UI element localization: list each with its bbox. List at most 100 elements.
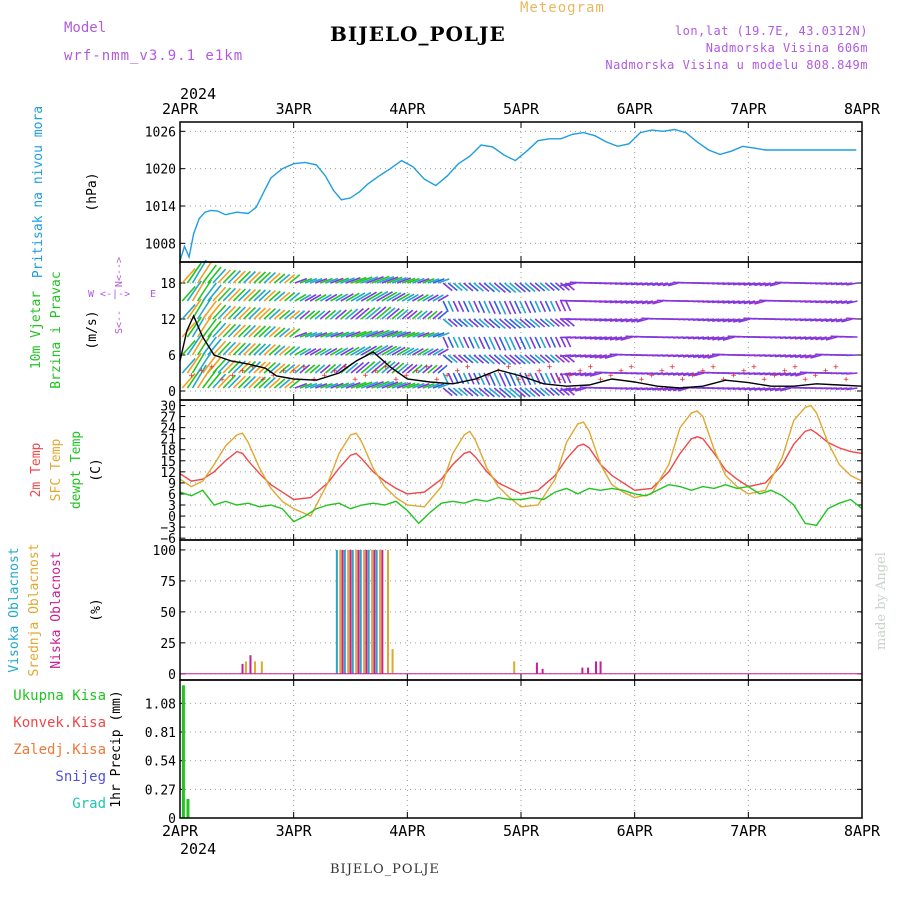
wind-barb — [759, 387, 771, 391]
wind-gust-marker: + — [741, 367, 747, 377]
precip-legend-item: Konvek.Kisa — [13, 715, 106, 731]
wind-barb — [549, 300, 557, 312]
wind-barb — [483, 318, 495, 329]
wind-barb — [493, 336, 502, 351]
wind-barb — [427, 294, 439, 302]
wind-barb — [722, 300, 735, 304]
wind-barb — [345, 308, 359, 320]
wind-barb — [483, 300, 491, 314]
wind-barb — [207, 320, 222, 338]
wind-barb — [584, 372, 597, 377]
wind-barb — [299, 382, 313, 389]
y-tick-label: 1008 — [145, 237, 176, 252]
wind-barb — [754, 282, 766, 287]
y-tick-label: 27 — [160, 411, 176, 426]
wind-barb — [273, 345, 286, 356]
wind-barb — [594, 354, 607, 359]
wind-barb — [248, 325, 262, 338]
wind-barb — [599, 336, 613, 341]
wind-gust-marker: + — [833, 362, 839, 372]
wind-barb — [401, 293, 415, 302]
wind-barb — [738, 282, 751, 286]
bar-srednja-oblacnost — [355, 549, 358, 674]
wind-unit-label: (m/s) — [85, 310, 100, 349]
wind-gust-marker: + — [577, 367, 583, 377]
wind-barb — [335, 277, 350, 284]
wind-barb — [268, 344, 281, 356]
wind-barb — [391, 292, 406, 302]
x-year-top: 2024 — [180, 85, 216, 103]
wind-barb — [217, 374, 232, 389]
wind-barb — [237, 342, 251, 356]
wind-barb — [442, 336, 449, 349]
wind-barb — [620, 336, 633, 341]
y-tick-label: 12 — [160, 313, 176, 328]
wind-barb — [504, 282, 517, 293]
wind-barb — [227, 324, 241, 338]
wind-barb — [493, 282, 506, 293]
wind-barb — [365, 306, 381, 320]
wind-barb — [319, 293, 332, 302]
wind-barb — [544, 282, 555, 292]
wind-barb — [284, 345, 296, 356]
wind-barb — [207, 284, 222, 302]
wind-barb — [299, 364, 311, 374]
wind-barb — [625, 300, 638, 304]
wind-barb — [738, 318, 751, 323]
wind-barb — [361, 381, 379, 389]
wind-barb — [687, 354, 700, 358]
wind-barb — [330, 382, 344, 389]
wind-barb — [743, 282, 756, 286]
wind-gust-marker: + — [843, 375, 849, 385]
wind-gust-marker: + — [813, 371, 819, 381]
wind-gust-marker: + — [189, 371, 195, 381]
wind-barb — [299, 347, 312, 356]
y-tick-label: 0 — [168, 812, 176, 827]
wind-barb — [376, 360, 392, 374]
y-tick-label: 1.08 — [145, 697, 176, 712]
wind-barb — [406, 310, 418, 320]
wind-barb — [564, 387, 577, 392]
wind-barb — [396, 293, 411, 302]
wind-barb — [503, 372, 512, 387]
wind-barb — [427, 364, 438, 374]
wind-barb — [325, 293, 338, 302]
wind-barb — [609, 336, 623, 341]
wind-barb — [386, 330, 403, 338]
wind-barb — [309, 294, 322, 302]
wind-barb — [488, 336, 496, 351]
bar-srednja-oblacnost — [387, 549, 390, 674]
wind-barb — [411, 310, 423, 320]
wind-barb — [253, 343, 267, 356]
y-tick-label: 1026 — [145, 125, 176, 140]
wind-barb — [350, 292, 366, 302]
cloud-unit-label: (%) — [89, 598, 104, 621]
bar-niska-oblacnost — [381, 549, 384, 674]
wind-barb — [769, 372, 781, 376]
wind-barb — [841, 282, 853, 286]
wind-barb — [202, 282, 217, 302]
wind-barb — [181, 304, 196, 320]
wind-barb — [804, 336, 817, 341]
bar-niska-oblacnost — [587, 667, 590, 674]
wind-barb — [452, 300, 460, 312]
wind-barb — [544, 354, 555, 364]
bar-visoka-oblacnost — [367, 549, 370, 674]
wind-barb — [273, 327, 286, 338]
wind-barb — [677, 372, 689, 377]
wind-barb — [615, 336, 628, 341]
wind-barb — [406, 293, 419, 302]
pressure-unit-label: (hPa) — [85, 172, 100, 211]
wind-barb — [630, 300, 643, 305]
wind-barb — [376, 329, 395, 338]
wind-barb — [519, 318, 531, 329]
wind-barb — [391, 346, 406, 356]
wind-barb — [738, 300, 751, 305]
y-tick-label: 0 — [168, 668, 176, 683]
wind-barb — [707, 336, 720, 341]
wind-barb — [473, 336, 480, 349]
wind-barb — [396, 277, 411, 284]
wind-barb — [555, 354, 565, 363]
bar-srednja-oblacnost — [379, 549, 382, 674]
wind-barb — [539, 354, 550, 364]
